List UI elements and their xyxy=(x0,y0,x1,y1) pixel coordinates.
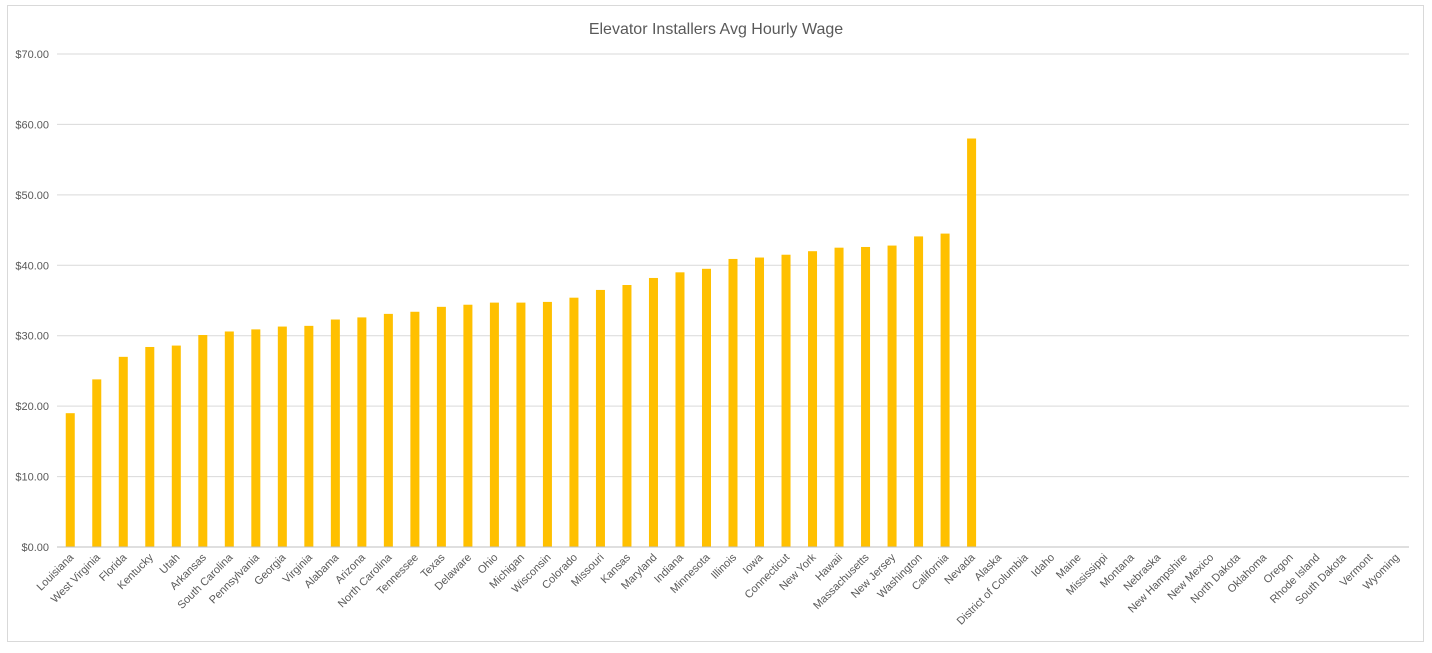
x-tick-label: Nevada xyxy=(942,551,978,587)
bar xyxy=(542,301,552,547)
y-tick-label: $20.00 xyxy=(15,401,49,413)
bar xyxy=(410,311,420,547)
bar xyxy=(648,277,658,547)
y-tick-label: $50.00 xyxy=(15,190,49,202)
bar xyxy=(834,247,844,547)
bar xyxy=(224,331,234,547)
y-tick-label: $70.00 xyxy=(15,49,49,61)
bar xyxy=(92,379,102,547)
bar xyxy=(940,233,950,548)
bar xyxy=(65,413,75,547)
chart-title: Elevator Installers Avg Hourly Wage xyxy=(589,21,843,38)
bar xyxy=(357,317,367,547)
bar xyxy=(463,304,473,547)
bar xyxy=(808,251,818,547)
y-tick-label: $0.00 xyxy=(21,542,49,554)
bar xyxy=(304,325,314,547)
chart-area: Elevator Installers Avg Hourly Wage $0.0… xyxy=(7,5,1424,642)
bar xyxy=(914,236,924,547)
bar xyxy=(595,289,605,547)
bar xyxy=(436,306,446,547)
x-tick-label: Idaho xyxy=(1029,552,1057,580)
x-tick-label: Illinois xyxy=(709,551,739,581)
bar-chart: Elevator Installers Avg Hourly Wage $0.0… xyxy=(15,21,1409,628)
bar xyxy=(861,246,871,547)
bar xyxy=(118,356,128,547)
y-axis-tick-labels: $0.00 $10.00 $20.00 $30.00 $40.00 $50.00 $60.0… xyxy=(15,49,49,554)
bar xyxy=(675,272,685,547)
bar xyxy=(330,319,340,547)
bar xyxy=(781,254,791,547)
bar xyxy=(277,326,287,547)
bar xyxy=(728,258,738,547)
bar xyxy=(967,138,977,547)
bar xyxy=(383,313,393,547)
bar xyxy=(701,268,711,547)
bar xyxy=(251,329,261,547)
bars xyxy=(65,138,977,548)
bar xyxy=(171,345,181,547)
y-tick-label: $40.00 xyxy=(15,260,49,272)
bar xyxy=(489,302,499,547)
y-tick-label: $30.00 xyxy=(15,331,49,343)
bar xyxy=(622,285,632,547)
bar xyxy=(145,346,155,547)
bar xyxy=(516,302,526,547)
bar xyxy=(198,335,208,547)
y-tick-label: $10.00 xyxy=(15,472,49,484)
bar xyxy=(569,297,579,547)
y-tick-label: $60.00 xyxy=(15,119,49,131)
bar xyxy=(887,245,897,547)
bar xyxy=(755,257,765,547)
